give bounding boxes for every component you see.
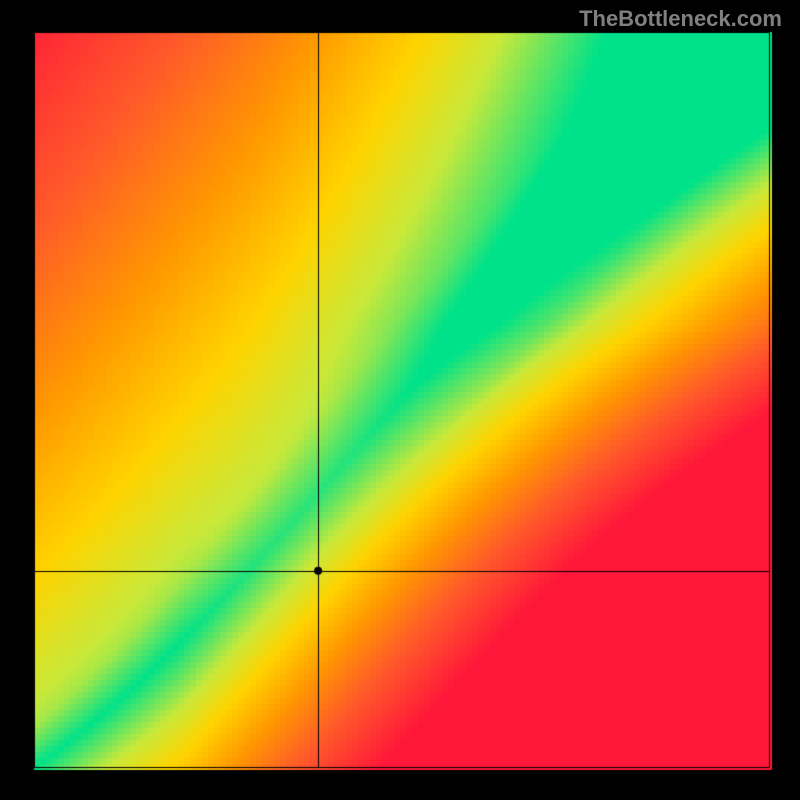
heatmap-canvas — [0, 0, 800, 800]
chart-root: TheBottleneck.com — [0, 0, 800, 800]
watermark-text: TheBottleneck.com — [579, 6, 782, 32]
